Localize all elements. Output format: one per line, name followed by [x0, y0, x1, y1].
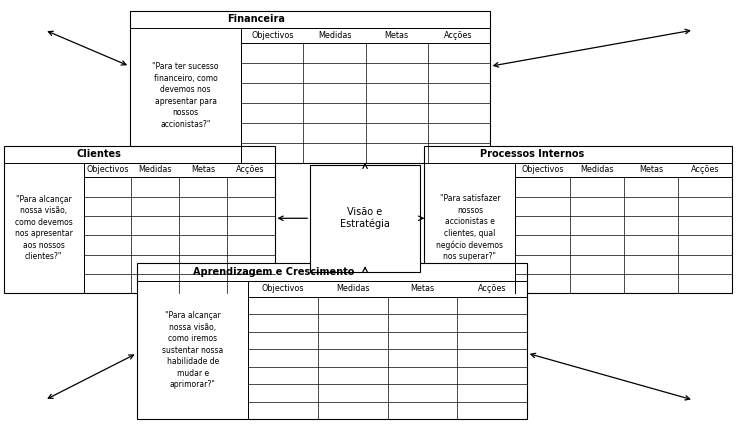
Text: Medidas: Medidas: [580, 165, 614, 174]
Text: "Para satisfazer
nossos
accionistas e
clientes, qual
negócio devemos
nos superar: "Para satisfazer nossos accionistas e cl…: [436, 194, 503, 262]
Bar: [137, 263, 527, 419]
Text: "Para alcançar
nossa visão,
como devemos
nos apresentar
aos nossos
clientes?": "Para alcançar nossa visão, como devemos…: [15, 195, 73, 261]
Text: Financeira: Financeira: [227, 15, 285, 24]
Text: Metas: Metas: [191, 165, 215, 174]
Text: Medidas: Medidas: [139, 165, 172, 174]
Bar: [4, 146, 275, 293]
Text: Acções: Acções: [237, 165, 265, 174]
Text: Objectivos: Objectivos: [521, 165, 564, 174]
Text: "Para ter sucesso
financeiro, como
devemos nos
apresentar para
nossos
accionista: "Para ter sucesso financeiro, como devem…: [152, 62, 219, 128]
Text: Objectivos: Objectivos: [262, 285, 304, 294]
Bar: [130, 11, 490, 163]
Text: Medidas: Medidas: [318, 31, 351, 40]
Text: Acções: Acções: [478, 285, 506, 294]
Text: Metas: Metas: [410, 285, 434, 294]
Text: Clientes: Clientes: [76, 149, 121, 159]
Text: Visão e
Estratégia: Visão e Estratégia: [340, 207, 390, 229]
Text: Objectivos: Objectivos: [252, 31, 294, 40]
Text: Metas: Metas: [384, 31, 409, 40]
Bar: [310, 165, 420, 272]
Text: Metas: Metas: [639, 165, 663, 174]
Text: Aprendizagem e Crescimento: Aprendizagem e Crescimento: [193, 267, 354, 277]
Text: Acções: Acções: [444, 31, 473, 40]
Bar: [424, 146, 732, 293]
Text: Acções: Acções: [691, 165, 720, 174]
Text: "Para alcançar
nossa visão,
como iremos
sustentar nossa
habilidade de
mudar e
ap: "Para alcançar nossa visão, como iremos …: [162, 312, 223, 389]
Text: Processos Internos: Processos Internos: [480, 149, 584, 159]
Text: Medidas: Medidas: [336, 285, 370, 294]
Text: Objectivos: Objectivos: [86, 165, 128, 174]
